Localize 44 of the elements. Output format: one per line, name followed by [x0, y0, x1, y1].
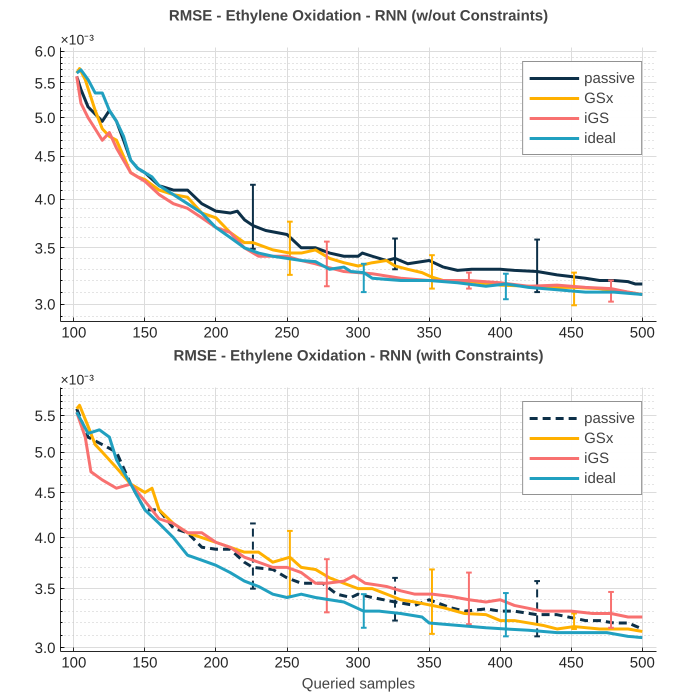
x-tick-label: 350 [416, 654, 442, 672]
legend-label: passive [584, 410, 635, 426]
x-tick-label: 500 [630, 654, 655, 672]
x-tick-label: 350 [416, 324, 442, 342]
x-tick-label: 450 [558, 654, 584, 672]
chart-title: RMSE - Ethylene Oxidation - RNN (with Constraints) [173, 348, 544, 364]
legend-label: GSx [584, 90, 614, 106]
x-tick-label: 250 [274, 654, 300, 672]
text: ×10⁻³ [60, 32, 94, 48]
legend-label: GSx [584, 430, 614, 446]
x-tick-label: 300 [346, 654, 371, 672]
x-tick-label: 300 [346, 324, 371, 342]
y-tick-label: 4.5 [34, 148, 56, 166]
x-tick-label: 200 [203, 654, 228, 672]
legend-label: passive [584, 70, 635, 86]
x-tick-label: 100 [61, 324, 86, 342]
y-tick-label: 3.5 [34, 240, 56, 258]
x-tick-label: 150 [132, 654, 158, 672]
x-tick-label: 150 [132, 324, 158, 342]
text: ×10⁻³ [60, 372, 94, 388]
y-tick-label: 5.0 [34, 444, 56, 462]
x-tick-label: 100 [61, 654, 86, 672]
x-tick-label: 250 [274, 324, 300, 342]
y-tick-label: 3.0 [34, 640, 56, 658]
x-tick-label: 400 [488, 324, 513, 342]
y-tick-label: 5.5 [34, 408, 56, 426]
legend-label: iGS [584, 450, 610, 466]
x-tick-label: 400 [488, 654, 513, 672]
y-tick-label: 3.5 [34, 581, 56, 598]
y-tick-label: 3.0 [34, 296, 56, 314]
legend-label: iGS [584, 110, 610, 126]
legend-label: ideal [584, 130, 616, 146]
y-tick-label: 4.5 [34, 484, 56, 502]
y-tick-label: 4.0 [34, 530, 56, 548]
y-tick-label: 4.0 [34, 192, 56, 209]
legend-label: ideal [584, 470, 616, 486]
y-tick-label: 6.0 [34, 44, 56, 61]
chart-title: RMSE - Ethylene Oxidation - RNN (w/out Constraints) [168, 8, 548, 24]
x-tick-label: 500 [630, 324, 655, 342]
x-tick-label: 450 [558, 324, 584, 342]
x-tick-label: 200 [203, 324, 228, 342]
x-axis-title: Queried samples [302, 676, 416, 692]
y-tick-label: 5.5 [34, 75, 56, 92]
y-tick-label: 5.0 [34, 110, 56, 128]
